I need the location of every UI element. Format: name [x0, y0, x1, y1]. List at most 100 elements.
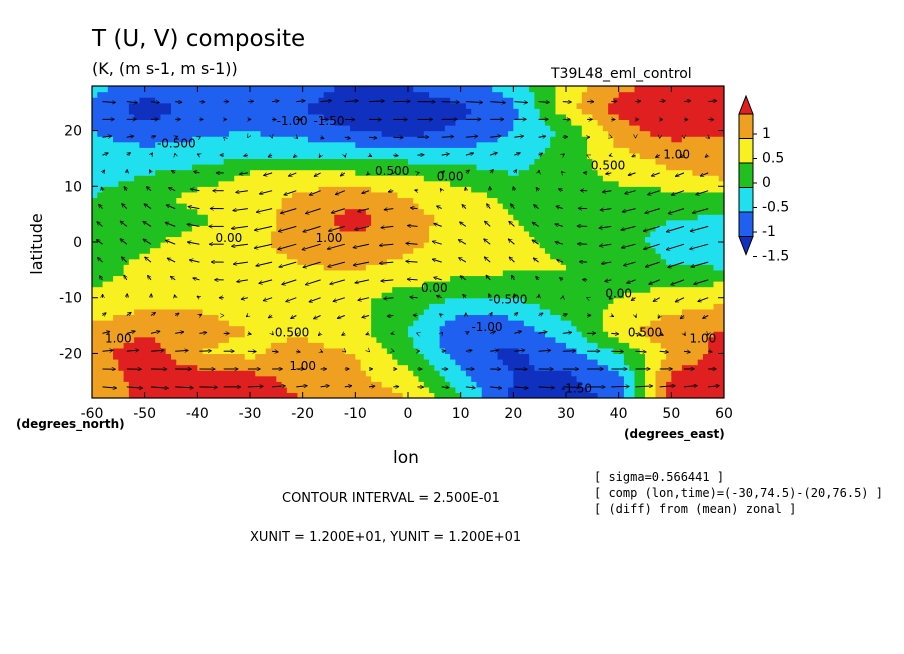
heatmap-cell: [708, 342, 715, 349]
heatmap-cell: [165, 164, 172, 171]
heatmap-cell: [460, 381, 467, 388]
heatmap-cell: [687, 331, 693, 338]
heatmap-cell: [681, 342, 688, 349]
heatmap-cell: [623, 214, 630, 221]
heatmap-cell: [592, 203, 599, 210]
heatmap-cell: [502, 225, 509, 232]
heatmap-cell: [339, 225, 346, 232]
heatmap-cell: [639, 386, 646, 394]
heatmap-cell: [576, 392, 583, 398]
heatmap-cell: [307, 175, 314, 182]
heatmap-cell: [402, 347, 409, 355]
heatmap-cell: [508, 297, 514, 304]
heatmap-cell: [297, 203, 304, 210]
heatmap-cell: [281, 347, 288, 355]
heatmap-cell: [560, 364, 567, 371]
heatmap-cell: [97, 336, 104, 343]
heatmap-cell: [523, 258, 530, 265]
heatmap-cell: [286, 203, 293, 210]
heatmap-cell: [597, 219, 604, 226]
heatmap-cell: [645, 342, 651, 349]
heatmap-cell: [371, 342, 377, 349]
heatmap-cell: [465, 314, 472, 321]
heatmap-cell: [639, 392, 646, 398]
heatmap-cell: [476, 342, 483, 349]
heatmap-cell: [581, 264, 588, 271]
heatmap-cell: [171, 292, 177, 299]
heatmap-cell: [623, 308, 630, 316]
heatmap-cell: [671, 247, 678, 254]
heatmap-cell: [381, 359, 388, 366]
heatmap-cell: [134, 258, 140, 265]
heatmap-cell: [255, 364, 262, 371]
heatmap-cell: [244, 236, 251, 243]
heatmap-cell: [329, 292, 335, 299]
heatmap-cell: [676, 225, 683, 232]
heatmap-cell: [613, 320, 620, 327]
heatmap-cell: [529, 253, 535, 260]
heatmap-cell: [102, 247, 109, 254]
heatmap-cell: [302, 180, 309, 187]
heatmap-cell: [450, 247, 456, 254]
heatmap-cell: [634, 308, 641, 316]
heatmap-cell: [434, 169, 441, 176]
heatmap-cell: [160, 381, 167, 388]
heatmap-cell: [113, 191, 119, 199]
heatmap-cell: [566, 242, 572, 249]
heatmap-cell: [228, 236, 235, 243]
heatmap-cell: [450, 275, 456, 282]
heatmap-cell: [671, 286, 678, 293]
heatmap-cell: [697, 175, 704, 182]
heatmap-cell: [207, 275, 214, 282]
heatmap-cell: [165, 264, 172, 271]
heatmap-cell: [392, 164, 399, 171]
heatmap-cell: [692, 197, 699, 204]
heatmap-cell: [318, 236, 325, 243]
heatmap-cell: [381, 169, 388, 176]
heatmap-cell: [418, 281, 425, 288]
heatmap-cell: [307, 336, 314, 343]
heatmap-cell: [597, 281, 604, 288]
heatmap-cell: [155, 225, 162, 232]
heatmap-cell: [239, 342, 246, 349]
heatmap-cell: [223, 203, 230, 210]
heatmap-cell: [671, 175, 678, 182]
heatmap-cell: [213, 164, 219, 171]
heatmap-cell: [213, 186, 219, 193]
heatmap-cell: [234, 253, 241, 260]
heatmap-cell: [608, 208, 614, 215]
heatmap-cell: [471, 191, 478, 199]
heatmap-cell: [134, 292, 140, 299]
heatmap-cell: [118, 292, 125, 299]
heatmap-cell: [197, 303, 204, 310]
heatmap-cell: [460, 342, 467, 349]
heatmap-cell: [339, 286, 346, 293]
heatmap-cell: [708, 308, 715, 316]
heatmap-cell: [329, 370, 335, 377]
heatmap-cell: [587, 219, 593, 226]
heatmap-cell: [323, 203, 330, 210]
heatmap-cell: [371, 281, 377, 288]
heatmap-cell: [271, 353, 277, 360]
heatmap-cell: [529, 314, 535, 321]
heatmap-cell: [718, 392, 724, 398]
heatmap-cell: [307, 392, 314, 398]
heatmap-cell: [687, 186, 693, 193]
heatmap-cell: [244, 225, 251, 232]
heatmap-cell: [450, 242, 456, 249]
heatmap-cell: [128, 258, 135, 265]
heatmap-cell: [429, 370, 435, 377]
heatmap-cell: [508, 180, 514, 187]
heatmap-cell: [239, 264, 246, 271]
heatmap-cell: [381, 164, 388, 171]
heatmap-cell: [371, 225, 377, 232]
heatmap-cell: [392, 381, 399, 388]
heatmap-cell: [618, 175, 625, 182]
heatmap-cell: [529, 347, 535, 355]
heatmap-cell: [250, 297, 256, 304]
heatmap-cell: [176, 297, 183, 304]
heatmap-cell: [465, 191, 472, 199]
heatmap-cell: [202, 375, 209, 382]
heatmap-cell: [286, 364, 293, 371]
heatmap-cell: [313, 275, 320, 282]
